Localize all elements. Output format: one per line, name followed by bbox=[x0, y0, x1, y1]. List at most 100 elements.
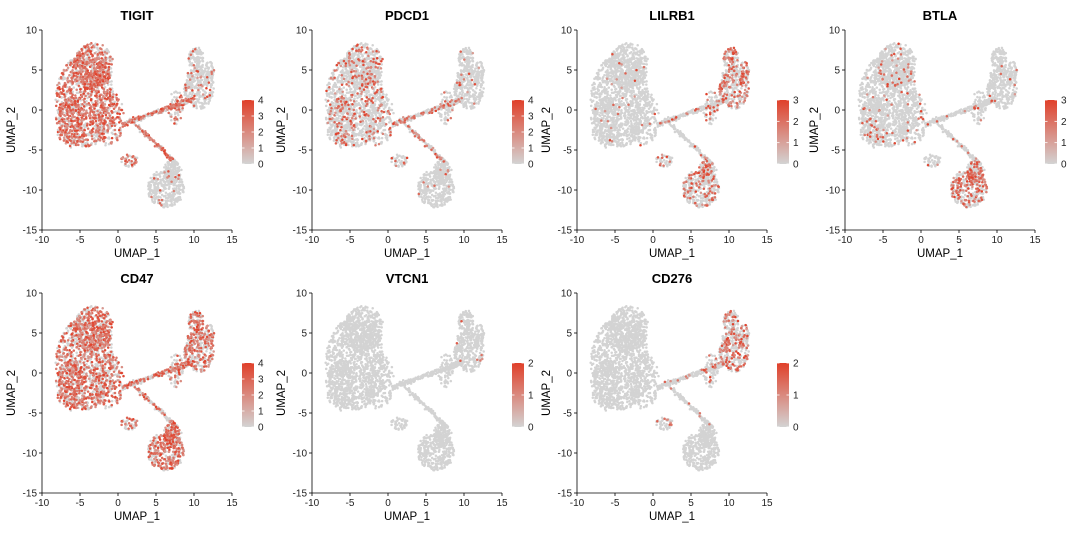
cell-point-expressing bbox=[178, 110, 182, 114]
cell-point bbox=[465, 83, 469, 87]
cell-point bbox=[474, 67, 477, 70]
cell-point bbox=[172, 170, 176, 174]
cell-point-expressing bbox=[123, 124, 127, 128]
cell-point bbox=[165, 201, 168, 205]
cell-point-expressing bbox=[100, 98, 103, 102]
cell-point bbox=[374, 123, 377, 126]
cell-point-expressing bbox=[170, 115, 173, 118]
cell-point bbox=[473, 96, 477, 100]
cell-point bbox=[344, 109, 348, 112]
colorbar-tick-label: 1 bbox=[258, 144, 264, 155]
cell-point bbox=[155, 170, 158, 174]
cell-point bbox=[374, 52, 377, 55]
cell-point bbox=[120, 102, 124, 106]
cell-point bbox=[353, 90, 357, 94]
cell-point-expressing bbox=[207, 81, 211, 84]
cell-point bbox=[324, 104, 328, 108]
cell-point-expressing bbox=[189, 98, 192, 102]
cell-point bbox=[197, 81, 200, 84]
cell-points bbox=[324, 42, 486, 209]
cell-point bbox=[462, 70, 466, 73]
cell-point bbox=[368, 109, 371, 113]
cell-point-expressing bbox=[163, 152, 167, 155]
cell-point-expressing bbox=[89, 80, 93, 83]
cell-point-expressing bbox=[109, 88, 112, 91]
cell-point-expressing bbox=[63, 69, 67, 72]
cell-point bbox=[462, 102, 466, 105]
cell-point bbox=[163, 186, 167, 190]
cell-point bbox=[377, 76, 381, 79]
cell-point bbox=[199, 79, 202, 82]
cell-point-expressing bbox=[107, 68, 111, 71]
cell-point-expressing bbox=[181, 104, 184, 107]
cell-point bbox=[378, 56, 382, 60]
cell-point-expressing bbox=[74, 102, 77, 105]
cell-point bbox=[328, 126, 331, 130]
cell-point bbox=[173, 113, 177, 116]
y-tick-label: -10 bbox=[23, 186, 38, 197]
cell-point-expressing bbox=[58, 88, 62, 91]
cell-point-expressing bbox=[58, 136, 61, 139]
y-tick-label: 5 bbox=[301, 66, 307, 77]
cell-point bbox=[343, 127, 347, 130]
cell-point bbox=[371, 108, 374, 112]
cell-point bbox=[163, 184, 166, 187]
cell-point bbox=[170, 194, 174, 197]
cell-point bbox=[353, 106, 356, 109]
cell-point-expressing bbox=[110, 104, 114, 108]
cell-point-expressing bbox=[187, 57, 190, 60]
cell-point-expressing bbox=[82, 109, 85, 112]
cell-point bbox=[365, 122, 368, 125]
cell-point-expressing bbox=[79, 54, 82, 57]
cell-point-expressing bbox=[109, 101, 113, 104]
cell-point-expressing bbox=[192, 63, 196, 67]
cell-point-expressing bbox=[111, 116, 114, 119]
cell-point-expressing bbox=[86, 82, 90, 86]
cell-point-expressing bbox=[64, 99, 67, 102]
cell-point bbox=[368, 122, 371, 125]
cell-point-expressing bbox=[205, 75, 209, 79]
cell-point bbox=[465, 58, 469, 61]
cell-point bbox=[206, 66, 210, 69]
cell-point-expressing bbox=[107, 76, 111, 79]
cell-point-expressing bbox=[100, 60, 103, 64]
cell-point-expressing bbox=[161, 147, 164, 151]
cell-point-expressing bbox=[117, 107, 121, 111]
cell-point bbox=[166, 162, 170, 165]
cell-point bbox=[171, 98, 174, 102]
cell-point bbox=[482, 87, 485, 90]
cell-point bbox=[182, 190, 185, 194]
cell-point bbox=[386, 115, 389, 119]
cell-point-expressing bbox=[68, 73, 71, 77]
cell-point-expressing bbox=[78, 135, 82, 139]
cell-point-expressing bbox=[83, 128, 86, 132]
cell-point bbox=[355, 78, 359, 81]
cell-point bbox=[177, 187, 181, 190]
cell-point bbox=[164, 180, 167, 184]
cell-point bbox=[477, 100, 480, 104]
cell-point bbox=[481, 94, 484, 98]
x-tick-label: -5 bbox=[76, 235, 85, 246]
cell-point bbox=[480, 90, 484, 94]
cell-point-expressing bbox=[89, 93, 93, 97]
y-axis-label: UMAP_2 bbox=[276, 107, 288, 153]
cell-point-expressing bbox=[77, 84, 81, 88]
cell-point-expressing bbox=[101, 132, 104, 135]
cell-point bbox=[376, 70, 380, 74]
cell-point bbox=[189, 57, 193, 60]
cell-point bbox=[208, 96, 212, 100]
cell-point bbox=[170, 165, 173, 169]
cell-point-expressing bbox=[192, 104, 196, 108]
cell-point bbox=[336, 91, 339, 94]
cell-point bbox=[127, 164, 130, 167]
cell-point bbox=[211, 65, 214, 69]
cell-point bbox=[209, 82, 213, 86]
cell-point-expressing bbox=[115, 104, 118, 107]
cell-point-expressing bbox=[112, 93, 115, 96]
cell-point-expressing bbox=[205, 87, 208, 90]
cell-point bbox=[195, 92, 199, 96]
cell-point-expressing bbox=[184, 86, 187, 89]
cell-point-expressing bbox=[66, 66, 70, 70]
cell-point-expressing bbox=[152, 139, 156, 142]
cell-point bbox=[354, 80, 357, 84]
